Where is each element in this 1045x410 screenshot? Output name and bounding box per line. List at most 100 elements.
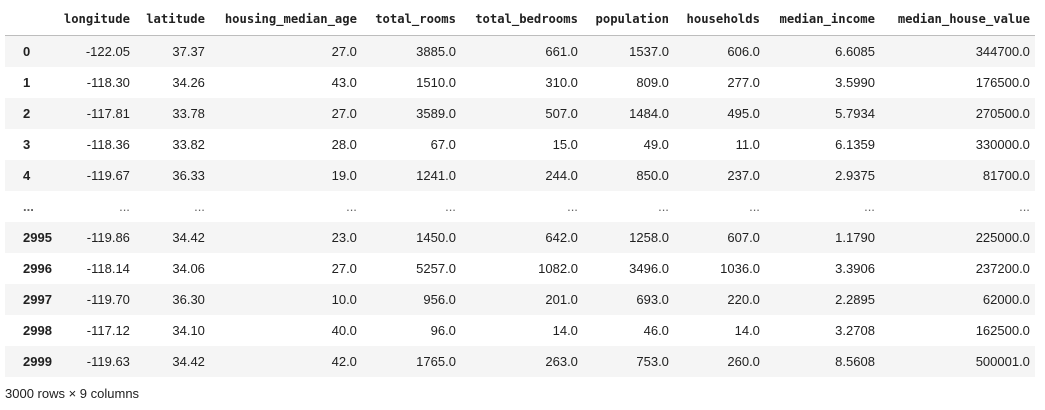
row-index: 2995 [23,230,52,245]
dataframe-output: longitude latitude housing_median_age total… [5,3,1035,401]
table-cell: -122.05 [85,44,130,59]
table-cell: 27.0 [331,44,357,59]
table-cell: 1450.0 [416,230,456,245]
table-cell: 606.0 [727,44,760,59]
table-cell: -117.12 [86,323,130,338]
table-cell: 27.0 [331,261,357,276]
table-header: longitude latitude housing_median_age total… [5,3,1035,36]
table-cell: 33.78 [172,106,205,121]
table-cell: 1765.0 [416,354,456,369]
column-header: population [582,3,674,36]
table-cell: 225000.0 [975,230,1030,245]
table-cell: 36.30 [172,292,205,307]
table-cell: 495.0 [727,106,760,121]
table-cell: 270500.0 [975,106,1030,121]
column-header: latitude [134,3,210,36]
table-cell: 176500.0 [975,75,1030,90]
table-cell: -119.70 [86,292,130,307]
table-cell: ... [445,198,456,214]
table-row: 2999 -119.63 34.42 42.0 1765.0 263.0 753.0 260.… [5,346,1035,377]
row-index: 2997 [23,292,52,307]
table-cell: 260.0 [727,354,760,369]
table-body: 0 -122.05 37.37 27.0 3885.0 661.0 1537.0 606.0 6… [5,35,1035,377]
table-cell: 5257.0 [416,261,456,276]
table-cell: 62000.0 [982,292,1030,307]
table-cell: -119.86 [86,230,130,245]
table-cell: -119.67 [86,168,130,183]
table-row: 2996 -118.14 34.06 27.0 5257.0 1082.0 3496.0 10… [5,253,1035,284]
table-cell: 42.0 [331,354,357,369]
table-cell: 28.0 [331,137,357,152]
column-header: housing_median_age [209,3,362,36]
table-row: 2998 -117.12 34.10 40.0 96.0 14.0 46.0 14.0 3.27… [5,315,1035,346]
table-cell: 5.7934 [835,106,875,121]
table-row: 2995 -119.86 34.42 23.0 1450.0 642.0 1258.0 607… [5,222,1035,253]
table-cell: 809.0 [636,75,669,90]
table-cell: 753.0 [636,354,669,369]
table-cell: ... [864,198,875,214]
table-cell: 344700.0 [975,44,1030,59]
table-cell: 34.10 [172,323,205,338]
index-header [5,3,52,36]
column-header: total_bedrooms [460,3,583,36]
table-row: 2997 -119.70 36.30 10.0 956.0 201.0 693.0 220.0… [5,284,1035,315]
table-cell: -118.30 [86,75,130,90]
table-cell: 237.0 [727,168,760,183]
table-cell: 43.0 [331,75,357,90]
row-index: 4 [23,168,31,183]
table-cell: 607.0 [727,230,760,245]
column-header: median_house_value [879,3,1035,36]
shape-summary: 3000 rows × 9 columns [5,386,140,401]
row-index: 3 [23,137,31,152]
row-index: 2 [23,106,31,121]
row-index: 2996 [23,261,52,276]
column-header: total_rooms [361,3,461,36]
table-cell: -117.81 [86,106,130,121]
table-cell: -119.63 [86,354,130,369]
table-cell: 3496.0 [629,261,669,276]
table-row: 1 -118.30 34.26 43.0 1510.0 310.0 809.0 277.0 3.… [5,67,1035,98]
table-cell: 49.0 [643,137,669,152]
table-cell: 33.82 [172,137,205,152]
table-cell: 1484.0 [629,106,669,121]
table-cell: 36.33 [172,168,205,183]
table-cell: 11.0 [735,137,760,152]
table-cell: 500001.0 [975,354,1030,369]
table-cell: 3.3906 [835,261,875,276]
table-cell: 263.0 [545,354,578,369]
table-cell: ... [658,198,669,214]
table-cell: ... [749,198,760,214]
table-cell: 3885.0 [416,44,456,59]
table-cell: 277.0 [727,75,760,90]
table-cell: 1510.0 [416,75,456,90]
table-cell: 507.0 [545,106,578,121]
table-cell: 14.0 [552,323,578,338]
header-row: longitude latitude housing_median_age total… [5,3,1035,36]
table-row: 2 -117.81 33.78 27.0 3589.0 507.0 1484.0 495.0 5… [5,98,1035,129]
table-cell: 661.0 [545,44,578,59]
table-cell: 2.9375 [835,168,875,183]
table-cell: 96.0 [430,323,456,338]
table-cell: 1.1790 [835,230,875,245]
table-cell: 201.0 [545,292,578,307]
table-cell: 6.6085 [835,44,875,59]
table-cell: ... [346,198,357,214]
table-cell: 46.0 [643,323,669,338]
row-index: 2998 [23,323,52,338]
table-cell: 162500.0 [975,323,1030,338]
table-cell: 956.0 [423,292,456,307]
table-cell: 850.0 [636,168,669,183]
table-cell: ... [1019,198,1030,214]
column-header: households [673,3,765,36]
row-index: ... [23,198,34,214]
table-row: .............................. [5,191,1035,222]
table-cell: 3589.0 [416,106,456,121]
table-cell: 8.5608 [835,354,875,369]
table-cell: 1082.0 [538,261,578,276]
table-cell: 34.26 [172,75,205,90]
table-cell: 67.0 [430,137,456,152]
column-header: longitude [51,3,135,36]
table-cell: 15.0 [552,137,578,152]
table-cell: 1537.0 [629,44,669,59]
table-cell: 37.37 [172,44,205,59]
